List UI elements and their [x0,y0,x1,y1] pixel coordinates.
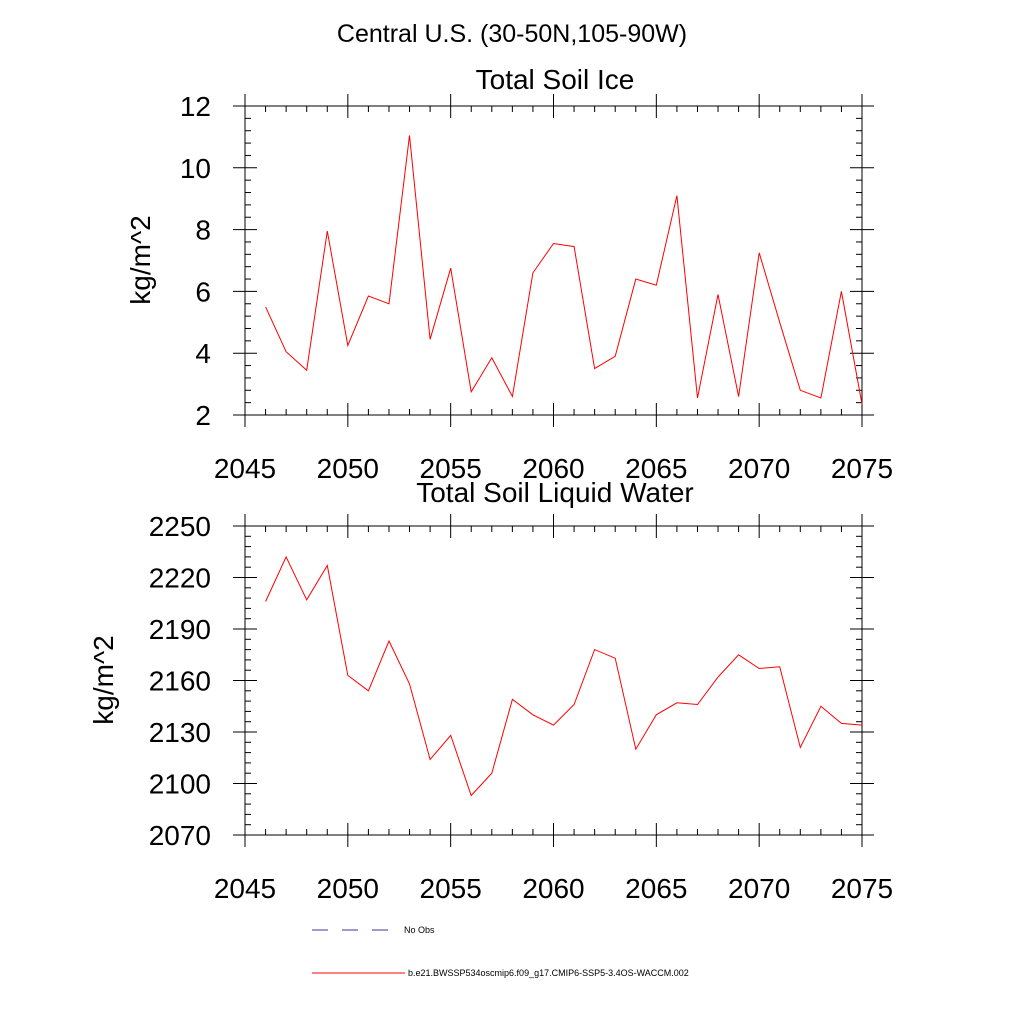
series-line-soil-ice [265,135,863,405]
chart-title-soil-ice: Total Soil Ice [476,64,635,95]
y-tick-label: 12 [180,91,211,122]
plot-frame-soil-liquid-water [244,525,863,836]
y-tick-label: 2070 [149,820,211,851]
page-title: Central U.S. (30-50N,105-90W) [337,20,687,48]
y-tick-label: 8 [195,215,211,246]
x-tick-label: 2060 [522,873,584,904]
y-axis-label-soil-liquid-water: kg/m^2 [88,635,119,724]
y-tick-label: 10 [180,153,211,184]
y-tick-label: 2220 [149,563,211,594]
plot-frame-soil-ice [244,105,863,416]
x-tick-label: 2050 [317,873,379,904]
y-tick-label: 2100 [149,769,211,800]
y-tick-label: 2130 [149,717,211,748]
x-tick-label: 2055 [420,453,482,484]
series-line-soil-liquid-water [265,555,863,797]
x-tick-label: 2060 [522,453,584,484]
y-tick-label: 2190 [149,614,211,645]
x-tick-label: 2070 [728,873,790,904]
panel-soil-liquid-water: Total Soil Liquid Water kg/m^2 2045 2050 2… [88,477,893,904]
y-tick-label: 6 [195,276,211,307]
x-tick-label: 2045 [214,873,276,904]
ticks-soil-ice [233,94,874,427]
x-tick-label: 2050 [317,453,379,484]
legend-label-no-obs: No Obs [404,925,435,935]
y-tick-label: 2160 [149,666,211,697]
y-axis-label-soil-ice: kg/m^2 [125,215,156,304]
legend-label-model: b.e21.BWSSP534oscmip6.f09_g17.CMIP6-SSP5… [408,968,689,978]
chart-title-soil-liquid-water: Total Soil Liquid Water [416,477,694,508]
x-tick-label: 2045 [214,453,276,484]
y-tick-label: 4 [195,338,211,369]
series-soil-liquid-water [265,555,863,797]
ticks-soil-liquid-water [233,514,874,847]
x-tick-label: 2065 [625,453,687,484]
x-tick-label: 2075 [831,453,893,484]
series-soil-ice [265,135,863,405]
y-tick-label: 2 [195,400,211,431]
x-tick-label: 2075 [831,873,893,904]
x-tick-label: 2055 [420,873,482,904]
x-tick-label: 2065 [625,873,687,904]
y-tick-label: 2250 [149,511,211,542]
x-tick-label: 2070 [728,453,790,484]
panel-soil-ice: Total Soil Ice kg/m^2 2045 2050 2055 2060 20… [125,64,893,484]
tick-labels-soil-ice: 2045 2050 2055 2060 2065 2070 2075 2 4 6 8 10 12 [180,91,893,484]
legend: No Obs b.e21.BWSSP534oscmip6.f09_g17.CMI… [312,925,689,978]
tick-labels-soil-liquid-water: 2045 2050 2055 2060 2065 2070 2075 2070 2100 2130… [149,511,893,904]
